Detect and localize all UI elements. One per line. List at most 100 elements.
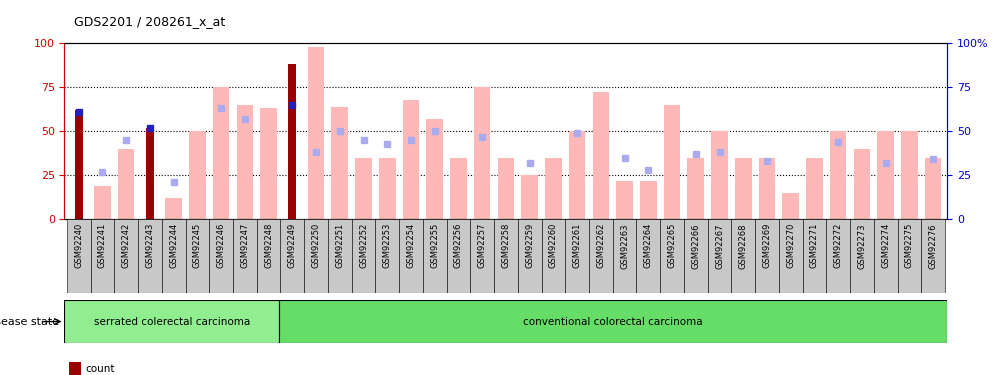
Text: GSM92255: GSM92255 (431, 223, 439, 268)
Bar (355, 158, 372, 219)
Bar (898, 219, 922, 292)
Bar (403, 99, 420, 219)
Text: GSM92264: GSM92264 (644, 223, 653, 268)
Text: GSM92270: GSM92270 (787, 223, 796, 268)
Text: GSM92240: GSM92240 (74, 223, 83, 268)
Bar (66, 219, 90, 292)
Bar (236, 105, 253, 219)
Bar (565, 219, 589, 292)
Text: conventional colorectal carcinoma: conventional colorectal carcinoma (524, 316, 703, 327)
Bar (74, 110, 83, 219)
Bar (664, 105, 681, 219)
Text: GSM92259: GSM92259 (525, 223, 534, 268)
Bar (901, 131, 918, 219)
Bar (474, 87, 490, 219)
Bar (351, 219, 375, 292)
Text: GSM92246: GSM92246 (216, 223, 225, 268)
Text: GSM92261: GSM92261 (572, 223, 581, 268)
Bar (166, 198, 182, 219)
Bar (90, 219, 114, 292)
Text: GSM92241: GSM92241 (98, 223, 107, 268)
Bar (640, 181, 657, 219)
Text: GSM92242: GSM92242 (122, 223, 131, 268)
Bar (494, 219, 518, 292)
Bar (687, 158, 704, 219)
Bar (427, 119, 443, 219)
Bar (209, 219, 233, 292)
Text: GSM92254: GSM92254 (407, 223, 416, 268)
Bar (498, 158, 514, 219)
Text: GSM92248: GSM92248 (264, 223, 273, 268)
Bar (922, 219, 945, 292)
Text: GSM92253: GSM92253 (383, 223, 392, 268)
Text: GSM92273: GSM92273 (857, 223, 866, 268)
Bar (853, 149, 870, 219)
Bar (281, 219, 305, 292)
Bar (375, 219, 399, 292)
Bar (925, 158, 941, 219)
Text: GSM92247: GSM92247 (240, 223, 249, 268)
Bar (118, 149, 135, 219)
Bar (542, 219, 565, 292)
Bar (755, 219, 779, 292)
Text: GSM92258: GSM92258 (501, 223, 511, 268)
Bar (735, 158, 752, 219)
Bar (213, 87, 229, 219)
Bar (308, 46, 324, 219)
Bar (637, 219, 661, 292)
Text: GSM92275: GSM92275 (905, 223, 914, 268)
Bar (779, 219, 803, 292)
Bar (803, 219, 826, 292)
Bar (305, 219, 328, 292)
Bar (257, 219, 281, 292)
Bar (877, 131, 894, 219)
Bar (189, 131, 205, 219)
Text: GSM92252: GSM92252 (359, 223, 368, 268)
Text: serrated colerectal carcinoma: serrated colerectal carcinoma (93, 316, 250, 327)
Text: GSM92276: GSM92276 (929, 223, 937, 268)
Bar (518, 219, 542, 292)
Bar (568, 131, 585, 219)
Bar (331, 106, 348, 219)
Bar (806, 158, 822, 219)
Bar (759, 158, 776, 219)
Bar (613, 219, 637, 292)
Text: GSM92256: GSM92256 (454, 223, 463, 268)
Bar (279, 300, 947, 343)
Bar (545, 158, 561, 219)
Text: GDS2201 / 208261_x_at: GDS2201 / 208261_x_at (74, 15, 225, 28)
Bar (446, 219, 470, 292)
Text: GSM92250: GSM92250 (311, 223, 320, 268)
Text: GSM92260: GSM92260 (549, 223, 558, 268)
Bar (783, 193, 799, 219)
Text: GSM92267: GSM92267 (715, 223, 724, 268)
Bar (450, 158, 467, 219)
Bar (874, 219, 898, 292)
Text: GSM92272: GSM92272 (833, 223, 842, 268)
Bar (146, 128, 154, 219)
Bar (731, 219, 755, 292)
Bar (379, 158, 396, 219)
Text: count: count (85, 364, 115, 374)
Bar (186, 219, 209, 292)
Bar (423, 219, 446, 292)
Text: GSM92263: GSM92263 (620, 223, 629, 268)
Bar (162, 219, 186, 292)
Text: GSM92245: GSM92245 (192, 223, 202, 268)
Text: GSM92243: GSM92243 (146, 223, 155, 268)
Text: GSM92262: GSM92262 (596, 223, 605, 268)
Bar (288, 64, 297, 219)
Text: GSM92271: GSM92271 (809, 223, 819, 268)
Bar (64, 300, 279, 343)
Bar (661, 219, 683, 292)
Bar (826, 219, 850, 292)
Bar (328, 219, 351, 292)
Bar (114, 219, 138, 292)
Text: GSM92257: GSM92257 (478, 223, 487, 268)
Text: GSM92269: GSM92269 (763, 223, 772, 268)
Bar (399, 219, 423, 292)
Text: disease state: disease state (0, 316, 60, 327)
Text: GSM92265: GSM92265 (668, 223, 677, 268)
Bar (707, 219, 731, 292)
Bar (522, 176, 538, 219)
